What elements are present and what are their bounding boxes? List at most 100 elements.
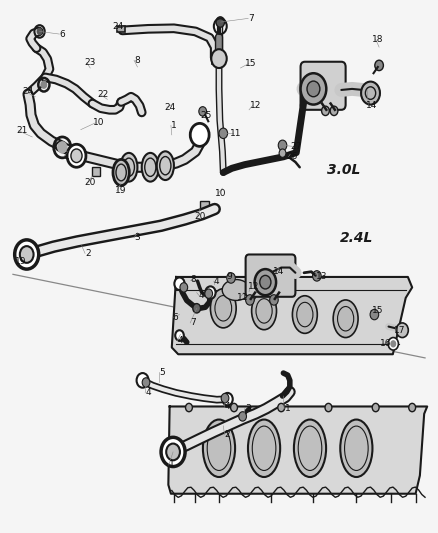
Circle shape [71, 149, 82, 163]
Bar [212, 54, 218, 64]
Text: 11: 11 [237, 293, 248, 302]
Ellipse shape [203, 419, 235, 477]
Circle shape [372, 403, 379, 411]
Circle shape [388, 337, 399, 350]
Circle shape [227, 273, 235, 283]
Text: 1: 1 [64, 152, 70, 161]
Ellipse shape [294, 419, 326, 477]
Text: 2: 2 [225, 430, 230, 439]
Text: 4: 4 [199, 290, 205, 300]
Circle shape [390, 340, 396, 348]
Ellipse shape [142, 153, 159, 182]
Circle shape [375, 60, 383, 71]
Text: 14: 14 [366, 101, 377, 110]
Text: 8: 8 [191, 275, 196, 284]
Text: 2: 2 [85, 249, 91, 258]
Circle shape [321, 106, 329, 116]
Text: 7: 7 [248, 14, 254, 23]
Text: 11: 11 [230, 129, 242, 138]
Circle shape [205, 286, 215, 299]
Circle shape [166, 443, 180, 461]
Polygon shape [172, 277, 412, 354]
Circle shape [396, 323, 408, 337]
Circle shape [180, 282, 187, 292]
Text: 19: 19 [114, 186, 126, 195]
Bar [200, 201, 209, 209]
Text: 21: 21 [16, 126, 27, 135]
Ellipse shape [340, 419, 372, 477]
Text: 4: 4 [145, 389, 151, 398]
Text: 2.4L: 2.4L [340, 231, 373, 245]
Circle shape [221, 393, 229, 403]
Text: 17: 17 [393, 326, 405, 335]
Circle shape [211, 49, 227, 68]
Text: 24: 24 [164, 103, 175, 112]
Text: 9: 9 [227, 272, 233, 281]
Text: 12: 12 [247, 282, 259, 291]
Circle shape [330, 106, 338, 116]
Text: 7: 7 [191, 318, 196, 327]
Text: 3: 3 [245, 404, 251, 413]
Text: 10: 10 [215, 189, 227, 198]
Circle shape [260, 276, 271, 289]
Bar [117, 26, 125, 33]
Circle shape [246, 295, 254, 305]
Text: 4: 4 [214, 277, 220, 286]
Ellipse shape [293, 296, 317, 333]
Circle shape [20, 246, 34, 263]
Text: 1: 1 [171, 121, 177, 130]
Circle shape [313, 271, 321, 281]
Text: 10: 10 [93, 118, 105, 127]
Text: 26: 26 [286, 152, 298, 161]
FancyBboxPatch shape [300, 62, 346, 110]
Circle shape [161, 437, 185, 466]
Text: 13: 13 [316, 272, 328, 281]
Text: 24: 24 [113, 22, 124, 31]
Text: 22: 22 [98, 90, 109, 99]
Circle shape [223, 393, 233, 406]
Circle shape [40, 80, 47, 89]
Text: 16: 16 [380, 340, 391, 348]
Ellipse shape [333, 300, 358, 337]
Ellipse shape [113, 159, 129, 185]
Circle shape [193, 304, 201, 313]
Text: 5: 5 [159, 368, 165, 376]
Ellipse shape [157, 151, 174, 180]
Text: 24: 24 [22, 87, 34, 96]
Ellipse shape [248, 419, 280, 477]
Text: 3.0L: 3.0L [327, 163, 360, 177]
Text: 12: 12 [250, 101, 261, 110]
Text: 23: 23 [85, 58, 96, 67]
Circle shape [278, 403, 285, 411]
Text: 15: 15 [372, 306, 384, 316]
Circle shape [325, 403, 332, 411]
Circle shape [300, 73, 326, 104]
Circle shape [409, 403, 416, 411]
Ellipse shape [210, 289, 236, 328]
Text: 19: 19 [15, 257, 26, 266]
Text: 20: 20 [85, 179, 96, 188]
Text: 4: 4 [177, 336, 183, 345]
Circle shape [190, 123, 209, 147]
Text: 25: 25 [201, 110, 212, 119]
Circle shape [254, 269, 276, 295]
Bar [92, 167, 100, 176]
Circle shape [199, 107, 207, 116]
Text: 4: 4 [225, 402, 230, 411]
Polygon shape [168, 407, 427, 494]
Text: 6: 6 [60, 29, 65, 38]
Circle shape [175, 330, 184, 341]
Circle shape [278, 140, 287, 150]
Circle shape [270, 295, 278, 305]
Circle shape [174, 278, 185, 290]
Circle shape [239, 411, 247, 421]
Circle shape [307, 81, 320, 97]
Ellipse shape [222, 279, 250, 301]
Circle shape [67, 144, 86, 167]
Circle shape [37, 28, 42, 35]
Circle shape [219, 128, 228, 139]
Circle shape [57, 141, 67, 154]
Text: 18: 18 [372, 35, 384, 44]
Text: 1: 1 [285, 404, 290, 413]
Text: 14: 14 [273, 267, 285, 276]
